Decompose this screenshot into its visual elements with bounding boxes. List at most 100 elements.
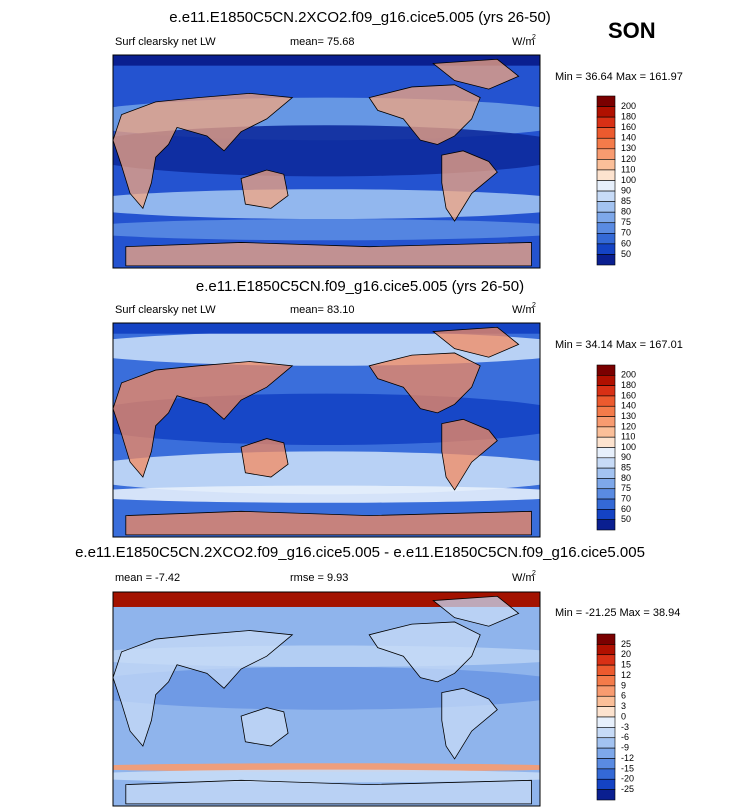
continent	[113, 630, 294, 747]
continent	[432, 58, 520, 90]
colorbar-swatch	[596, 478, 616, 490]
colorbar-label: 70	[621, 493, 631, 503]
colorbar-label: 160	[621, 390, 636, 400]
continent	[113, 92, 294, 210]
colorbar-swatch	[596, 498, 616, 510]
left-label: Surf clearsky net LW	[115, 304, 216, 316]
map	[112, 54, 541, 269]
colorbar-swatch	[596, 364, 616, 376]
continent	[441, 687, 498, 760]
colorbar-label: 15	[621, 660, 631, 670]
colorbar-swatch	[596, 254, 616, 266]
colorbar-swatch	[596, 405, 616, 417]
colorbar-swatch	[596, 644, 616, 656]
colorbar-swatch	[596, 747, 616, 759]
map-field	[113, 592, 540, 806]
colorbar-swatch	[596, 190, 616, 202]
map-frame	[112, 322, 541, 538]
colorbar-swatch	[596, 233, 616, 245]
colorbar-swatch	[596, 716, 616, 728]
colorbar-swatch	[596, 375, 616, 386]
colorbar-label: 75	[621, 483, 631, 493]
colorbar-swatch	[596, 148, 616, 160]
colorbar-label: 85	[621, 463, 631, 473]
continent	[441, 418, 498, 491]
map	[112, 322, 541, 538]
stat-label: mean= 75.68	[290, 36, 355, 48]
colorbar-label: 85	[621, 196, 631, 206]
continent	[368, 352, 481, 414]
continent	[125, 510, 532, 536]
colorbar-swatch	[596, 180, 616, 192]
map-polar-band	[113, 55, 540, 66]
continent	[368, 621, 481, 683]
colorbar-label: 25	[621, 639, 631, 649]
colorbar-swatch	[596, 758, 616, 770]
colorbar-label: 100	[621, 442, 636, 452]
colorbar-label: 100	[621, 175, 636, 185]
colorbar-label: 90	[621, 452, 631, 462]
colorbar-label: 140	[621, 133, 636, 143]
colorbar-label: 50	[621, 514, 631, 524]
colorbar-label: 130	[621, 143, 636, 153]
colorbar-swatch	[596, 106, 616, 118]
colorbar-swatch	[596, 488, 616, 500]
map-frame	[112, 54, 541, 269]
continent	[441, 150, 498, 222]
map-band	[113, 763, 540, 772]
colorbar-label: -20	[621, 774, 634, 784]
colorbar-swatch	[596, 211, 616, 224]
colorbar-swatch	[596, 169, 616, 181]
colorbar-swatch	[596, 222, 616, 234]
map-band	[113, 769, 540, 783]
colorbar-swatch	[596, 385, 616, 397]
map-field	[113, 55, 540, 268]
colorbar-swatch	[596, 137, 616, 150]
colorbar-swatch	[596, 467, 616, 479]
continent	[368, 84, 481, 145]
continent	[240, 707, 289, 747]
colorbar-swatch	[596, 509, 616, 520]
stat-label: mean= 83.10	[290, 304, 355, 316]
continent	[125, 779, 532, 805]
colorbar-swatch	[596, 737, 616, 749]
colorbar-swatch	[596, 768, 616, 780]
colorbar-swatch	[596, 685, 616, 697]
left-label: Surf clearsky net LW	[115, 36, 216, 48]
colorbar-label: 9	[621, 680, 626, 690]
colorbar-label: 110	[621, 432, 635, 442]
colorbar-swatch	[596, 789, 616, 801]
colorbar-label: 50	[621, 249, 631, 259]
colorbar-label: 120	[621, 421, 636, 431]
colorbar-label: 3	[621, 701, 626, 711]
colorbar-label: 140	[621, 401, 636, 411]
colorbar-label: 130	[621, 411, 636, 421]
colorbar-label: 6	[621, 691, 626, 701]
colorbar-label: 200	[621, 101, 636, 111]
colorbar-label: 80	[621, 473, 631, 483]
colorbar-label: -12	[621, 753, 634, 763]
colorbar-label: -3	[621, 722, 629, 732]
colorbar-swatch	[596, 727, 616, 739]
colorbar-swatch	[596, 457, 616, 469]
continent	[432, 595, 520, 627]
units: W/m	[512, 36, 535, 48]
colorbar-swatch	[596, 778, 616, 790]
colorbar-label: 20	[621, 649, 631, 659]
colorbar-swatch	[596, 116, 616, 128]
units: W/m	[512, 572, 535, 584]
panel-title: e.e11.E1850C5CN.2XCO2.f09_g16.cice5.005 …	[75, 544, 645, 561]
map-band	[113, 189, 540, 220]
units-sup: 2	[532, 302, 536, 309]
colorbar-label: 160	[621, 122, 636, 132]
colorbar-swatch	[596, 519, 616, 531]
units-sup: 2	[532, 34, 536, 41]
map-polar-band	[113, 592, 540, 607]
colorbar-label: 70	[621, 228, 631, 238]
colorbar-swatch	[596, 675, 616, 687]
colorbar-swatch	[596, 127, 616, 139]
colorbar-swatch	[596, 201, 616, 213]
map-polar-band	[113, 323, 540, 334]
